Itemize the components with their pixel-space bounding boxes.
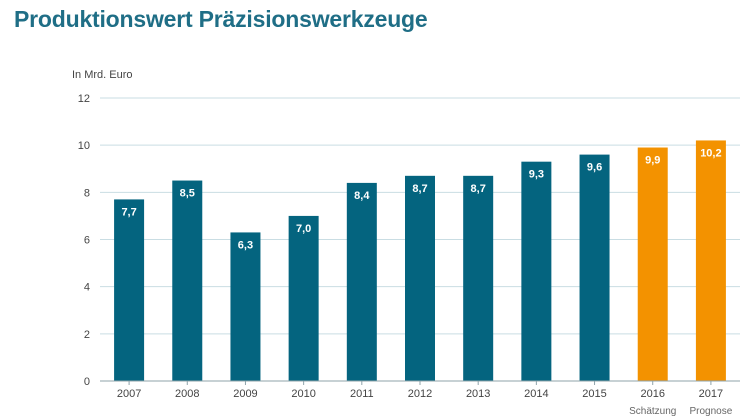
bar — [230, 232, 261, 381]
bar-value-label: 9,6 — [587, 162, 602, 174]
y-tick-label: 4 — [84, 282, 90, 294]
bar — [579, 154, 610, 381]
x-tick-label: 2012 — [408, 388, 432, 400]
y-tick-label: 0 — [84, 376, 90, 388]
bar-value-label: 6,3 — [238, 239, 253, 251]
x-tick-label: 2009 — [233, 388, 257, 400]
y-tick-label: 8 — [84, 187, 90, 199]
bars: 7,7 8,5 6,3 7,0 8,4 8,7 8,7 9,3 9,6 9,9 10,2 — [114, 140, 726, 381]
x-tick-label: 2011 — [350, 388, 374, 400]
x-tick-label: 2013 — [466, 388, 490, 400]
x-tick-label: 2010 — [291, 388, 315, 400]
y-tick-label: 6 — [84, 235, 90, 247]
bar-value-label: 7,7 — [121, 206, 136, 218]
axes: 0 2 4 6 8 10 12 2007 2008 2009 2010 2011 2012 2013 201… — [78, 93, 740, 417]
chart-title: Produktionswert Präzisionswerkzeuge — [14, 6, 428, 32]
bar-value-label: 9,9 — [645, 155, 660, 167]
x-tick-label: 2008 — [175, 388, 199, 400]
x-tick-label: 2016 — [640, 388, 664, 400]
bar-value-label: 9,3 — [529, 169, 544, 181]
bar-value-label: 8,7 — [412, 183, 427, 195]
x-tick-label: 2014 — [524, 388, 548, 400]
bar — [405, 175, 435, 381]
x-tick-label: 2017 — [699, 388, 723, 400]
bar — [695, 140, 726, 381]
y-axis-unit-label: In Mrd. Euro — [72, 69, 133, 81]
bar-value-label: 8,5 — [180, 188, 195, 200]
bar-value-label: 7,0 — [296, 223, 311, 235]
bar — [346, 182, 377, 381]
x-tick-label: 2015 — [582, 388, 606, 400]
x-tick-label: 2007 — [117, 388, 141, 400]
bar-value-label: 10,2 — [700, 147, 721, 159]
y-tick-label: 10 — [78, 140, 90, 152]
bar-value-label: 8,4 — [354, 190, 370, 202]
y-tick-label: 12 — [78, 93, 90, 105]
bar-value-label: 8,7 — [471, 183, 486, 195]
bar — [172, 180, 203, 381]
bar — [637, 147, 668, 381]
x-tick-sublabel: Prognose — [690, 406, 733, 417]
bar — [288, 215, 319, 381]
y-tick-label: 2 — [84, 329, 90, 341]
bar — [521, 161, 552, 381]
x-tick-sublabel: Schätzung — [629, 406, 676, 417]
bar — [114, 199, 145, 381]
bar — [463, 175, 494, 381]
